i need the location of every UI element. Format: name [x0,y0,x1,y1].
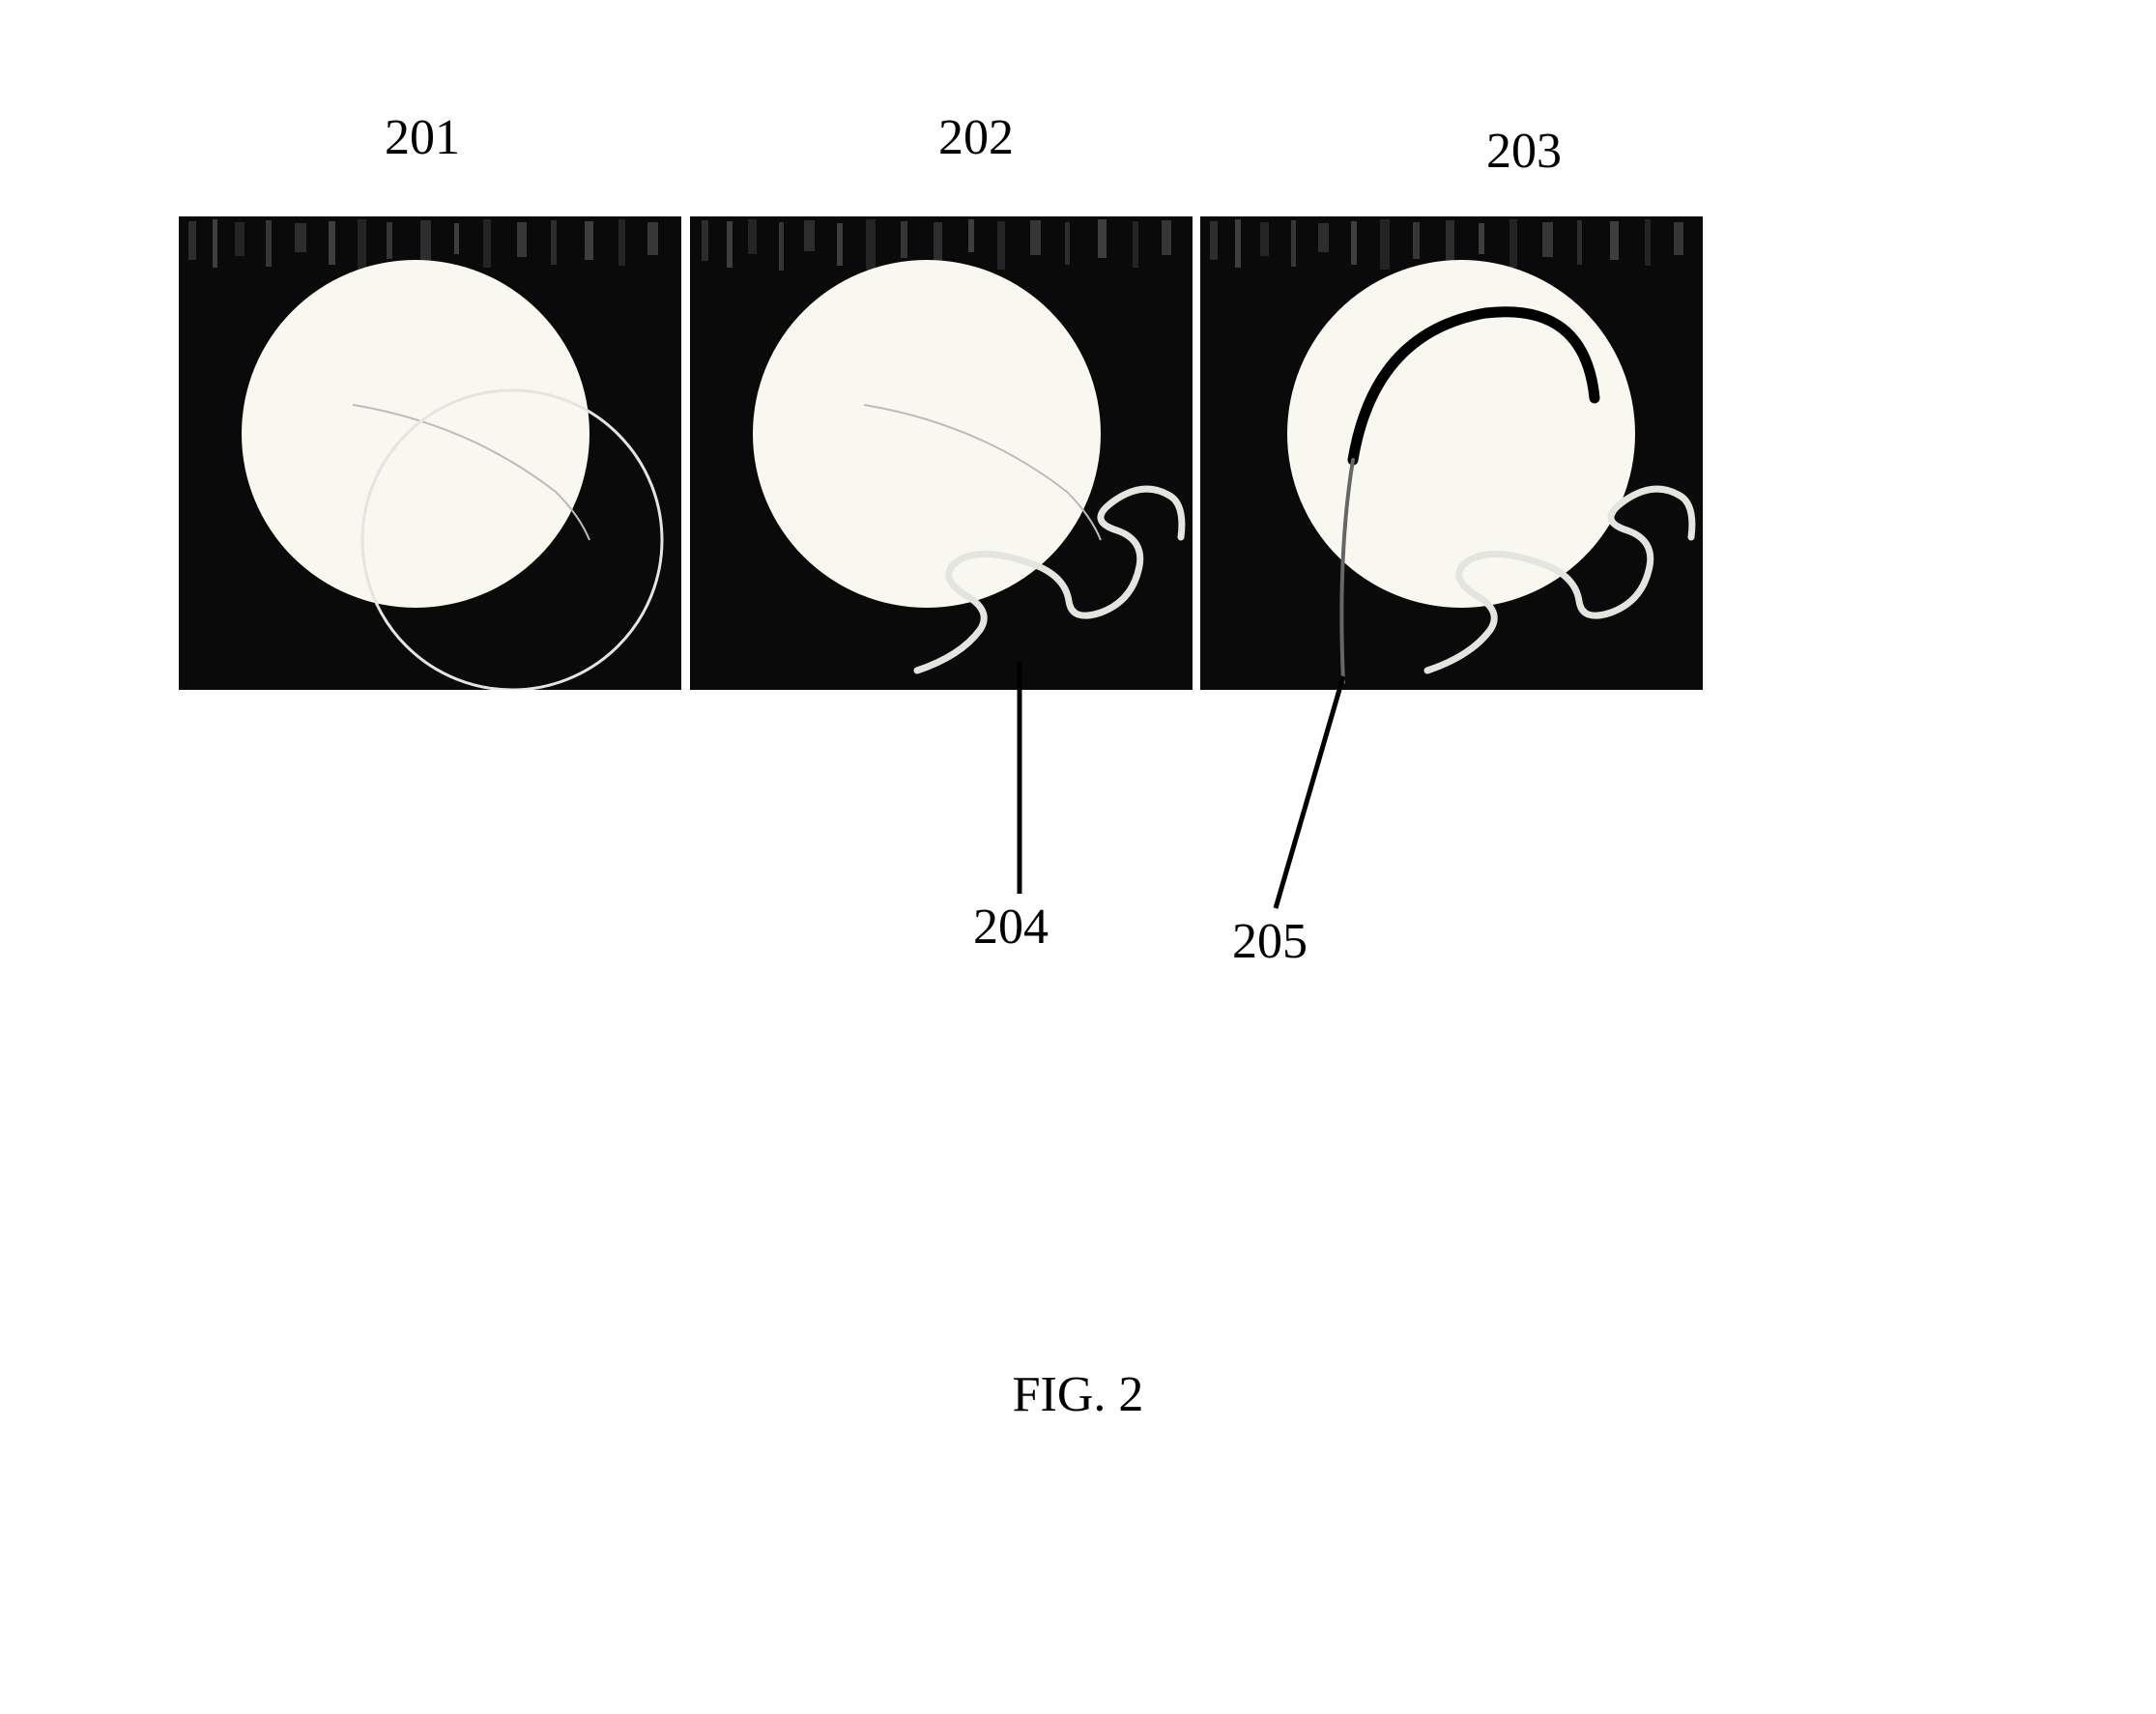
panel-201-svg [179,216,681,690]
panel-202-svg [690,216,1193,690]
panel-label-203: 203 [1486,123,1562,180]
panel-201 [179,216,681,690]
panel-label-201: 201 [385,109,460,166]
annotation-label-205: 205 [1232,913,1308,970]
main-circle [242,260,589,608]
panel-202 [690,216,1193,690]
figure-caption: FIG. 2 [0,1366,2156,1423]
panel-label-202: 202 [938,109,1014,166]
leader-205 [1276,676,1343,908]
main-circle [1287,260,1635,608]
annotation-label-204: 204 [973,899,1049,956]
panel-203 [1200,216,1703,690]
figure-container: 201 202 203 [0,0,2156,1714]
panel-203-svg [1200,216,1703,690]
main-circle [753,260,1101,608]
